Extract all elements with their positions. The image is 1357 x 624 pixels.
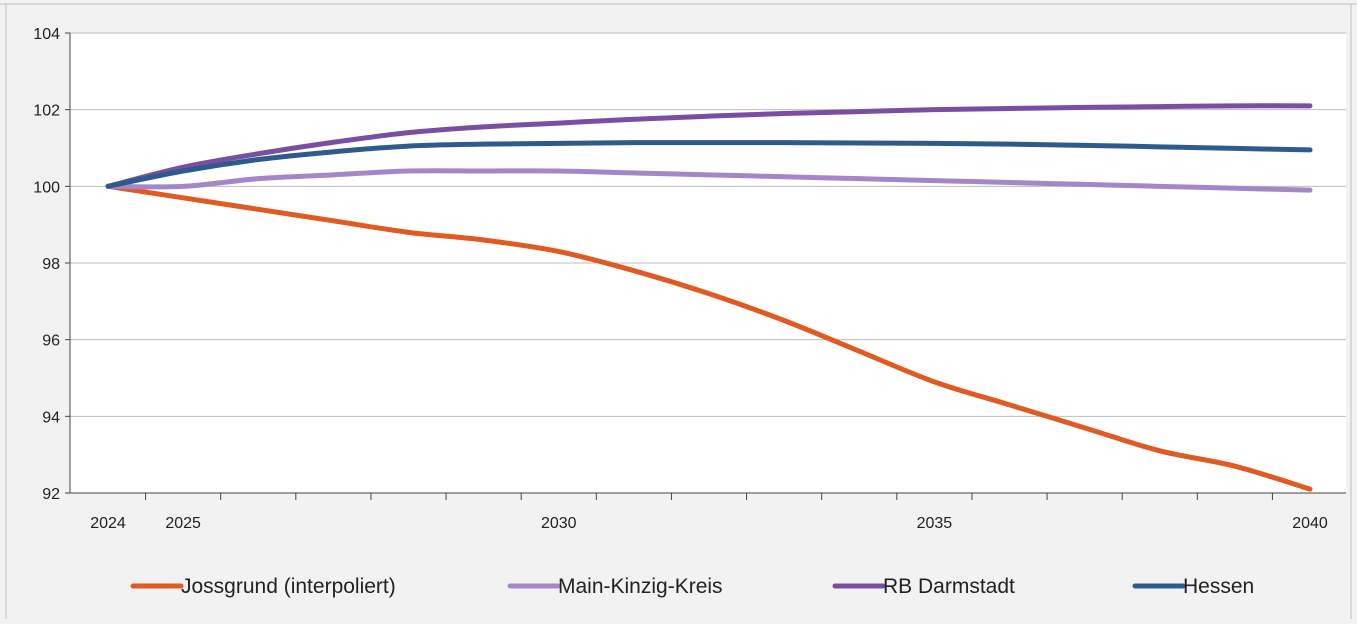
series-lines (105, 103, 1313, 492)
x-tick-label: 2035 (917, 515, 953, 532)
x-tick-label: 2025 (165, 515, 201, 532)
y-tick-label: 102 (33, 103, 60, 120)
legend-label: Main-Kinzig-Kreis (558, 575, 723, 598)
y-tick-label: 96 (42, 333, 60, 350)
y-tick-label: 92 (42, 486, 60, 503)
legend-label: Hessen (1183, 575, 1254, 598)
legend-label: Jossgrund (interpoliert) (181, 575, 396, 598)
y-tick-label: 104 (33, 26, 60, 43)
series-line-hessen (105, 140, 1313, 189)
x-tick-label: 2024 (90, 515, 126, 532)
series-line-rb-darmstadt (105, 103, 1313, 189)
y-tick-label: 98 (42, 256, 60, 273)
axes: 92 94 96 98 100 102 104 2024 2025 2030 2035 2040 (33, 26, 1346, 532)
series-line-main-kinzig-kreis (105, 168, 1313, 193)
legend-label: RB Darmstadt (883, 575, 1015, 598)
y-tick-label: 100 (33, 179, 60, 196)
legend: Jossgrund (interpoliert) Main-Kinzig-Krei… (130, 575, 1254, 598)
x-tick-label: 2040 (1292, 515, 1328, 532)
x-tick-label: 2030 (541, 515, 577, 532)
series-line-jossgrund-interpoliert (105, 183, 1313, 492)
y-tick-label: 94 (42, 409, 60, 426)
